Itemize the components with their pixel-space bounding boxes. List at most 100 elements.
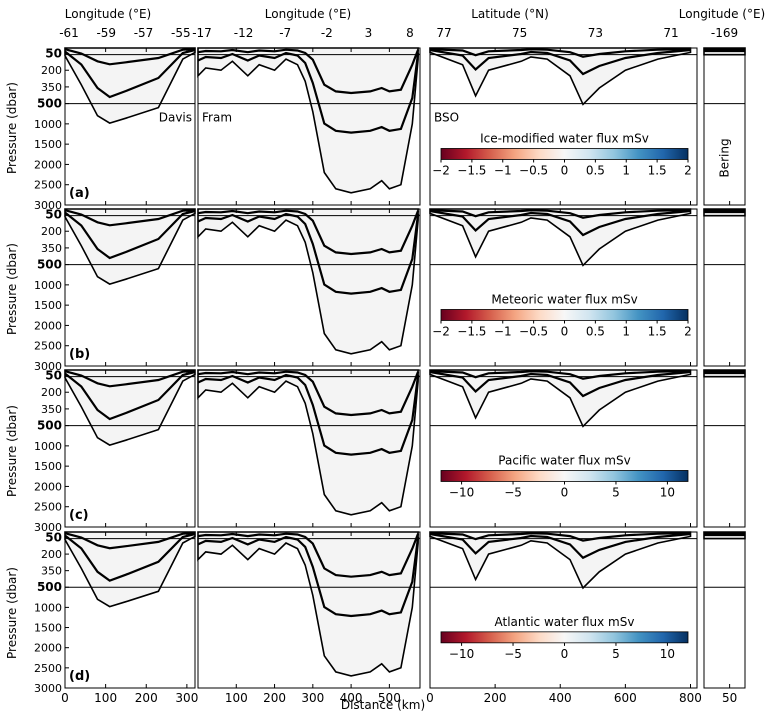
section-plot <box>197 531 421 689</box>
section-frame <box>197 531 421 689</box>
y-tick-label: 200 <box>41 386 62 399</box>
y-tick-label: 50 <box>45 369 62 383</box>
y-tick-label: 500 <box>37 419 62 433</box>
x-tick-label: 300 <box>301 691 324 705</box>
top-axis-tick-label: -17 <box>192 26 212 40</box>
section-plot: Bering <box>703 47 746 206</box>
top-axis-tick-label: 3 <box>365 26 373 40</box>
y-tick-label: 50 <box>45 47 62 61</box>
colorbar-tick-label: −10 <box>449 647 474 661</box>
top-axis-label: Longitude (°E) <box>679 7 765 21</box>
panel: 50 200 350 500 1000 1500 2000 2500 3000 Davis Fram… <box>34 47 746 212</box>
y-tick-label: 1000 <box>34 279 62 292</box>
y-tick-label: 2000 <box>34 480 62 493</box>
colorbar-tick-label: −0.5 <box>519 324 548 338</box>
colorbar: Meteoric water flux mSv −2 −1.5 −1 −0.5 0 0.5 1… <box>432 287 692 346</box>
y-tick-label: 2000 <box>34 642 62 655</box>
y-tick-label: 500 <box>37 97 62 111</box>
colorbar-tick-label: 0 <box>561 485 569 499</box>
x-tick-label: 200 <box>263 691 286 705</box>
top-axis-tick-label: 75 <box>512 26 527 40</box>
section-plot: 50 200 350 500 1000 1500 2000 2500 3000 <box>34 208 196 373</box>
water-column <box>429 47 692 106</box>
colorbar-gradient <box>440 631 689 644</box>
x-tick-label: 0 <box>426 691 434 705</box>
section-frame <box>197 47 421 206</box>
colorbar-tick-label: 10 <box>660 485 675 499</box>
section-frame <box>197 369 421 528</box>
top-axes: Longitude (°E) -61 -59 -57 -55 Longitude (°E)… <box>59 7 765 40</box>
y-axis-label: Pressure (dbar) <box>5 243 19 335</box>
top-axis-tick-label: 77 <box>436 26 451 40</box>
y-tick-label: 1000 <box>34 440 62 453</box>
section-name-label: Bering <box>718 138 732 177</box>
section-name-label: Davis <box>159 111 192 125</box>
section-background <box>704 370 745 527</box>
colorbar: Pacific water flux mSv −10 −5 0 5 10 <box>439 448 690 507</box>
water-mass-boundary <box>64 532 196 582</box>
top-axis-tick-label: -169 <box>711 26 738 40</box>
x-tick-label: 0 <box>61 691 69 705</box>
colorbar-tick-label: 0 <box>561 647 569 661</box>
section-frame <box>703 47 746 206</box>
water-mass-boundary <box>64 48 196 99</box>
section-frame <box>197 208 421 367</box>
colorbar-tick-label: 0 <box>561 163 569 177</box>
top-axis-tick-label: -61 <box>59 26 79 40</box>
section-frame <box>703 208 746 367</box>
y-tick-label: 50 <box>45 208 62 222</box>
panel-letter: (a) <box>69 186 90 201</box>
top-axis-tick-label: -55 <box>171 26 191 40</box>
y-tick-label: 350 <box>41 81 62 94</box>
panel: 5020035050010001500200025003000(c)Pacifi… <box>34 369 746 534</box>
section-frame <box>64 208 196 367</box>
top-axis-tick-label: -57 <box>134 26 154 40</box>
section-frame <box>429 369 698 528</box>
section-name-label: Fram <box>202 111 232 125</box>
section-plot <box>197 369 421 528</box>
water-mass-boundary <box>197 370 420 417</box>
top-axis-label: Longitude (°E) <box>265 7 351 21</box>
y-axis-label: Pressure (dbar) <box>5 567 19 659</box>
section-background <box>704 48 745 205</box>
section-plot: Fram <box>197 47 421 206</box>
water-mass-boundary <box>64 209 196 260</box>
colorbar-tick-label: −2 <box>432 324 450 338</box>
colorbar-tick-label: 0 <box>561 324 569 338</box>
colorbar-tick-label: 0.5 <box>586 324 605 338</box>
section-frame <box>64 369 196 528</box>
water-column <box>429 369 692 428</box>
colorbar-gradient <box>440 470 689 482</box>
section-plot <box>703 208 746 367</box>
section-plot <box>703 531 746 689</box>
x-tick-label: 300 <box>175 691 198 705</box>
x-tick-label: 500 <box>378 691 401 705</box>
x-tick-label: 200 <box>135 691 158 705</box>
water-mass-boundary <box>429 532 691 560</box>
colorbar-tick-label: 2 <box>684 163 692 177</box>
section-background <box>704 209 745 366</box>
panel: 5020035050010001500200025003000(d)Atlant… <box>34 531 746 695</box>
colorbar-tick-label: 5 <box>612 485 620 499</box>
water-mass-boundary <box>197 209 420 256</box>
colorbar-tick-label: −1.5 <box>457 324 486 338</box>
top-axis-tick-label: -2 <box>321 26 333 40</box>
water-mass-boundary <box>429 209 691 237</box>
y-tick-label: 50 <box>45 531 62 545</box>
colorbar-title: Meteoric water flux mSv <box>491 292 637 306</box>
x-tick-label: 400 <box>340 691 363 705</box>
x-tick-label: 400 <box>549 691 572 705</box>
y-tick-label: 1000 <box>34 118 62 131</box>
x-tick-label: 100 <box>94 691 117 705</box>
y-tick-label: 350 <box>41 242 62 255</box>
y-tick-label: 500 <box>37 258 62 272</box>
section-plot: 50 200 350 500 1000 1500 2000 2500 3000 <box>34 531 196 695</box>
y-axis-label: Pressure (dbar) <box>5 82 19 174</box>
section-background <box>704 532 745 688</box>
y-tick-label: 3000 <box>34 682 62 695</box>
top-axis-label: Longitude (°E) <box>65 7 151 21</box>
section-frame <box>64 531 196 689</box>
section-plot <box>703 369 746 528</box>
y-tick-label: 3000 <box>34 199 62 212</box>
y-tick-label: 2500 <box>34 501 62 514</box>
